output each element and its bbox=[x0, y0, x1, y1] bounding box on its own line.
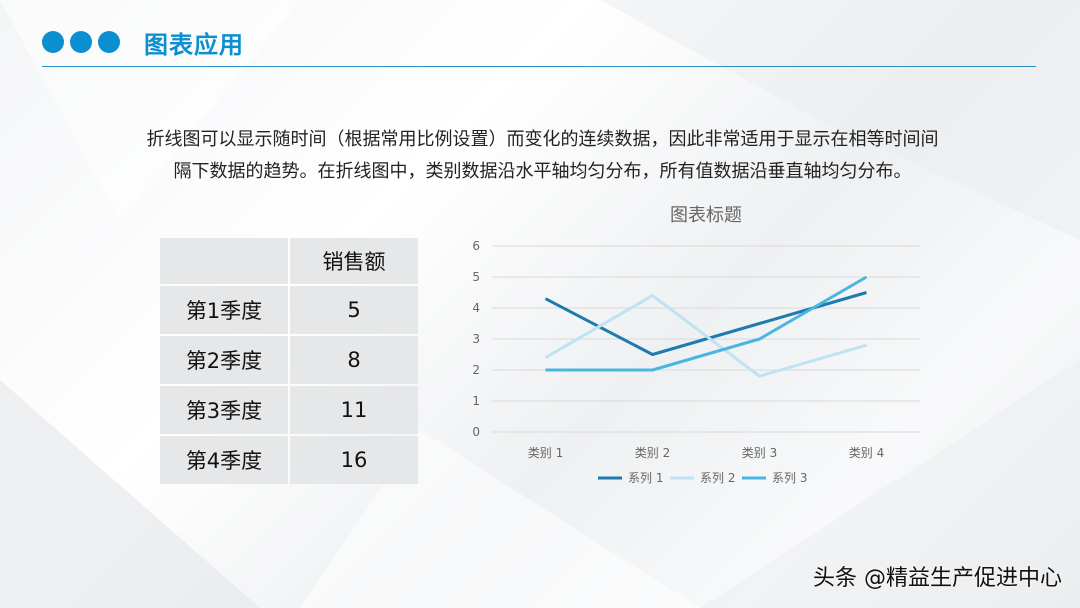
series-line bbox=[544, 291, 867, 356]
table-cell-quarter: 第4季度 bbox=[160, 436, 288, 484]
table-cell-value: 11 bbox=[290, 386, 418, 434]
table-cell-quarter: 第3季度 bbox=[160, 386, 288, 434]
header: 图表应用 bbox=[42, 22, 244, 62]
table-cell-value: 8 bbox=[290, 336, 418, 384]
series-line bbox=[545, 275, 868, 372]
x-tick-label: 类别 3 bbox=[742, 446, 777, 460]
page-title: 图表应用 bbox=[144, 30, 244, 59]
table-header-cell bbox=[160, 238, 288, 284]
y-tick-label: 6 bbox=[472, 239, 480, 253]
dot-icon bbox=[98, 31, 120, 53]
dot-icon bbox=[42, 31, 64, 53]
table-cell-value: 16 bbox=[290, 436, 418, 484]
y-tick-label: 3 bbox=[472, 332, 480, 346]
table-row: 第2季度 8 bbox=[160, 336, 418, 384]
y-tick-label: 2 bbox=[472, 363, 480, 377]
table-header-row: 销售额 bbox=[160, 238, 418, 284]
x-tick-label: 类别 2 bbox=[635, 446, 670, 460]
series-line bbox=[544, 294, 867, 378]
sales-table: 销售额 第1季度 5 第2季度 8 第3季度 11 第4季度 16 bbox=[158, 236, 420, 486]
table-cell-quarter: 第1季度 bbox=[160, 286, 288, 334]
y-tick-label: 5 bbox=[472, 270, 480, 284]
legend-label: 系列 1 bbox=[628, 471, 663, 485]
line-chart: 图表标题 0 1 2 3 4 5 6 类别 1 类别 2 类别 3 类别 4 系列 1 系列 2 系列 3 bbox=[472, 205, 920, 485]
y-tick-label: 4 bbox=[472, 301, 480, 315]
watermark: 头条 @精益生产促进中心 bbox=[813, 566, 1062, 591]
description-line-1: 折线图可以显示随时间（根据常用比例设置）而变化的连续数据，因此非常适用于显示在相… bbox=[146, 129, 939, 150]
y-tick-label: 0 bbox=[472, 425, 480, 439]
y-tick-label: 1 bbox=[472, 394, 480, 408]
legend-label: 系列 2 bbox=[700, 471, 735, 485]
title-divider bbox=[42, 66, 1036, 67]
chart-title: 图表标题 bbox=[670, 205, 742, 226]
table-cell-quarter: 第2季度 bbox=[160, 336, 288, 384]
header-dots bbox=[42, 31, 120, 53]
table-row: 第1季度 5 bbox=[160, 286, 418, 334]
table-row: 第4季度 16 bbox=[160, 436, 418, 484]
dot-icon bbox=[70, 31, 92, 53]
x-tick-label: 类别 1 bbox=[528, 446, 563, 460]
table-row: 第3季度 11 bbox=[160, 386, 418, 434]
x-tick-label: 类别 4 bbox=[849, 446, 884, 460]
table-header-cell: 销售额 bbox=[290, 238, 418, 284]
description: 折线图可以显示随时间（根据常用比例设置）而变化的连续数据，因此非常适用于显示在相… bbox=[80, 124, 1005, 188]
legend-label: 系列 3 bbox=[772, 471, 807, 485]
table-cell-value: 5 bbox=[290, 286, 418, 334]
description-line-2: 隔下数据的趋势。在折线图中，类别数据沿水平轴均匀分布，所有值数据沿垂直轴均匀分布… bbox=[173, 161, 912, 182]
